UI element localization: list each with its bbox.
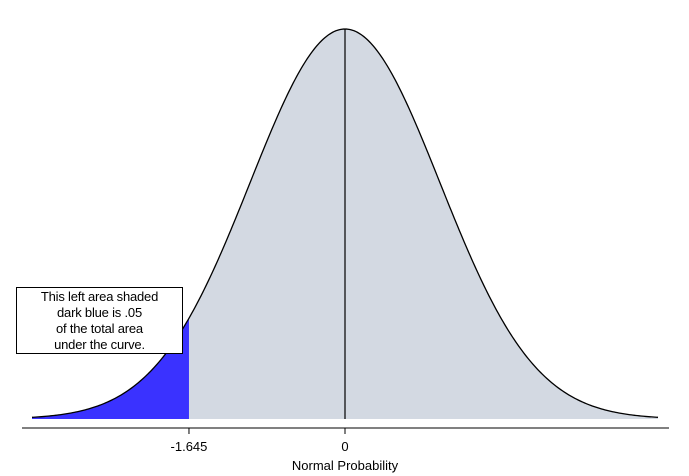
annotation-line-2: dark blue is .05 <box>57 305 142 320</box>
annotation-line-4: under the curve. <box>54 337 145 352</box>
density-curve <box>31 28 659 418</box>
tail-area-annotation: This left area shaded dark blue is .05 o… <box>16 287 183 354</box>
annotation-line-3: of the total area <box>56 321 143 336</box>
x-axis-label: Normal Probability <box>292 458 399 473</box>
annotation-line-1: This left area shaded <box>40 289 159 304</box>
x-tick-label: -1.645 <box>171 439 208 454</box>
x-tick-label: 0 <box>341 439 348 454</box>
left-tail-shaded-area <box>32 318 189 419</box>
x-axis-ticks: -1.645 0 <box>171 428 349 454</box>
